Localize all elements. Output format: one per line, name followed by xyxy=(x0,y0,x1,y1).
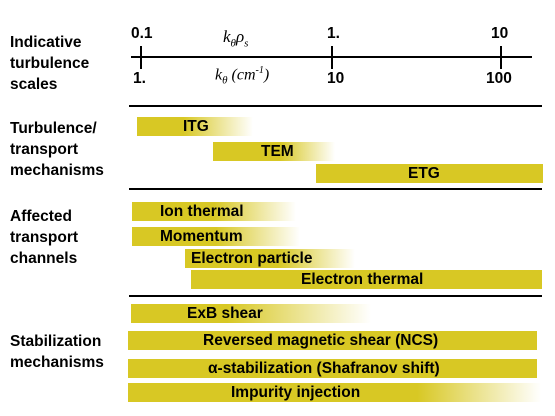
channels-heading: Affected transport channels xyxy=(10,206,78,269)
divider-3 xyxy=(129,295,542,297)
bar-electron-thermal: Electron thermal xyxy=(191,270,542,289)
bar-electron-particle: Electron particle xyxy=(185,249,355,268)
bar-alpha-stabilization-label: α-stabilization (Shafranov shift) xyxy=(208,360,440,377)
bar-ion-thermal-label: Ion thermal xyxy=(160,203,244,220)
bar-etg-label: ETG xyxy=(408,165,440,182)
mechanisms-heading-line-2: transport xyxy=(10,141,79,158)
bar-tem-label: TEM xyxy=(261,143,294,160)
scales-heading-line-3: scales xyxy=(10,76,58,93)
top-tick-0-1: 0.1 xyxy=(131,25,153,42)
bar-electron-thermal-label: Electron thermal xyxy=(301,271,424,288)
bottom-axis-label: kθ (cm-1) xyxy=(215,65,270,87)
top-axis-label: kθρs xyxy=(223,27,249,50)
bar-momentum: Momentum xyxy=(132,227,300,246)
axis-tick-2 xyxy=(331,46,333,69)
bar-itg: ITG xyxy=(137,117,253,136)
bar-momentum-label: Momentum xyxy=(160,228,243,245)
bottom-tick-10: 10 xyxy=(327,70,345,87)
stabilization-heading-line-2: mechanisms xyxy=(10,354,104,371)
stabilization-heading: Stabilization mechanisms xyxy=(10,331,104,373)
top-tick-10: 10 xyxy=(491,25,509,42)
divider-1 xyxy=(129,105,542,107)
bar-exb-shear-label: ExB shear xyxy=(187,305,263,322)
channels-heading-line-1: Affected xyxy=(10,208,73,225)
bottom-tick-100: 100 xyxy=(486,70,512,87)
bar-electron-particle-label: Electron particle xyxy=(191,250,313,267)
divider-2 xyxy=(129,188,542,190)
channels-heading-line-3: channels xyxy=(10,250,78,267)
bar-etg: ETG xyxy=(316,164,543,183)
scales-heading-line-1: Indicative xyxy=(10,34,82,51)
mechanisms-heading: Turbulence/ transport mechanisms xyxy=(10,118,104,181)
bar-ion-thermal: Ion thermal xyxy=(132,202,296,221)
bar-reversed-magnetic-shear-label: Reversed magnetic shear (NCS) xyxy=(203,332,439,349)
channels-heading-line-2: transport xyxy=(10,229,79,246)
bar-exb-shear: ExB shear xyxy=(131,304,371,323)
axis-tick-1 xyxy=(140,46,142,69)
bar-impurity-injection: Impurity injection xyxy=(128,383,541,402)
bottom-tick-1: 1. xyxy=(133,70,146,87)
bar-alpha-stabilization: α-stabilization (Shafranov shift) xyxy=(128,359,537,378)
scales-heading: Indicative turbulence scales xyxy=(10,32,89,95)
mechanisms-heading-line-3: mechanisms xyxy=(10,162,104,179)
bar-impurity-injection-label: Impurity injection xyxy=(231,384,361,401)
stabilization-heading-line-1: Stabilization xyxy=(10,333,102,350)
bar-reversed-magnetic-shear: Reversed magnetic shear (NCS) xyxy=(128,331,537,350)
bar-itg-label: ITG xyxy=(183,118,209,135)
mechanisms-heading-line-1: Turbulence/ xyxy=(10,120,97,137)
axis-tick-3 xyxy=(500,46,502,69)
scales-heading-line-2: turbulence xyxy=(10,55,90,72)
bar-tem: TEM xyxy=(213,142,335,161)
top-tick-1: 1. xyxy=(327,25,340,42)
